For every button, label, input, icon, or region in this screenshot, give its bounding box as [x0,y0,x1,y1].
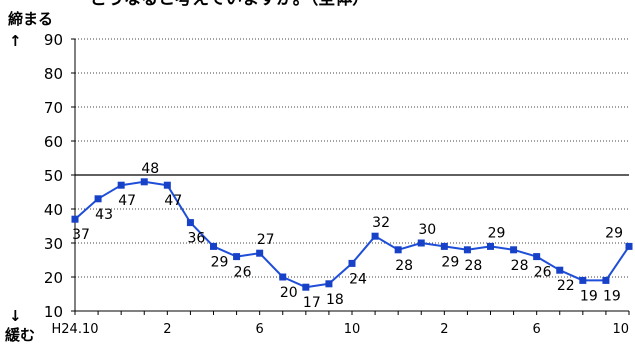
data-point [348,259,356,267]
x-tick-label: H24.10 [52,322,99,337]
chart-title: どうなると考えていますか。（全体） [90,0,369,9]
data-point [602,276,610,284]
data-point [533,253,541,261]
data-label: 29 [441,254,459,270]
data-point [579,276,587,284]
data-label: 17 [303,295,321,311]
data-point [233,253,241,261]
data-point [556,266,564,274]
y-tick-label: 40 [44,201,63,219]
data-label: 36 [188,231,206,247]
data-point [394,246,402,254]
y-tick-label: 30 [44,235,63,253]
data-point [440,242,448,250]
data-point [510,246,518,254]
x-tick-label: 2 [440,322,448,337]
data-label: 22 [557,278,575,294]
bottom-axis-label: 緩む [5,326,35,344]
data-label: 28 [395,258,413,274]
data-label: 37 [72,227,90,243]
data-point [487,242,494,250]
up-arrow-icon: ↑ [9,32,22,50]
x-tick-label: 6 [533,322,541,337]
data-label: 29 [488,225,506,241]
top-axis-label: 締まる [8,10,53,28]
y-tick-label: 10 [44,303,63,321]
data-point [186,219,194,227]
data-point [325,280,333,288]
x-tick-label: 6 [256,322,264,337]
data-label: 19 [603,288,621,304]
data-label: 26 [234,265,252,281]
x-tick-label: 10 [612,322,629,337]
y-tick-label: 20 [44,269,63,287]
data-label: 47 [118,193,136,209]
y-tick-label: 60 [44,133,63,151]
y-tick-label: 70 [44,99,63,117]
data-label: 32 [372,215,390,231]
data-label: 18 [326,292,344,308]
data-label: 48 [141,161,159,177]
y-tick-label: 50 [44,167,63,185]
data-label: 28 [511,258,529,274]
data-point [371,232,379,240]
data-point [163,181,171,189]
data-point [302,283,310,291]
data-label: 28 [465,258,483,274]
x-tick-label: 2 [163,322,171,337]
data-label: 20 [280,285,298,301]
data-point [463,246,471,254]
data-label: 19 [580,288,598,304]
data-label: 29 [605,225,623,241]
data-label: 24 [349,271,367,287]
data-point [417,239,425,247]
data-point [117,181,125,189]
x-tick-label: 10 [344,322,361,337]
data-point [94,195,102,203]
data-label: 43 [95,207,113,223]
y-tick-label: 80 [44,65,63,83]
data-point [71,215,79,223]
data-point [140,178,148,186]
down-arrow-icon: ↓ [9,307,22,325]
data-label: 29 [211,254,229,270]
data-point [210,242,217,250]
data-point [256,249,264,257]
data-label: 47 [164,193,182,209]
data-point [279,273,287,281]
data-label: 30 [418,222,436,238]
data-label: 27 [257,232,275,248]
y-tick-label: 90 [44,31,63,49]
data-label: 26 [534,265,552,281]
data-point [625,242,633,250]
